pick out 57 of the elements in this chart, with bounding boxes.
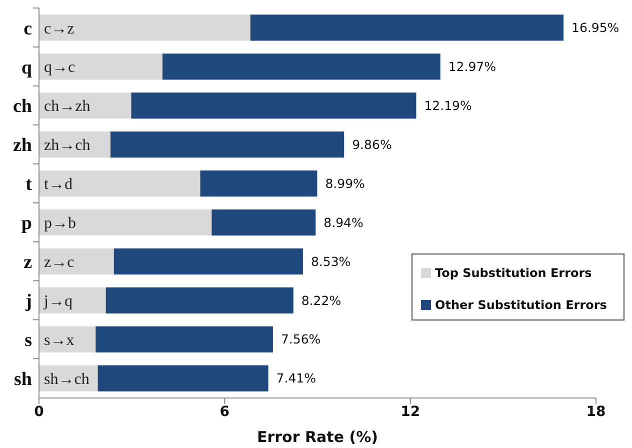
x-axis-title: Error Rate (%): [257, 428, 378, 446]
bar: [39, 92, 132, 119]
total-label: 7.56%: [280, 332, 321, 347]
bar: [39, 248, 114, 274]
total-label: 8.53%: [310, 254, 351, 269]
y-tick-label: s: [24, 330, 32, 352]
y-tick-label: z: [24, 252, 33, 274]
data-label: j→q: [43, 293, 72, 310]
bar: [39, 287, 106, 314]
bar: [98, 365, 268, 392]
data-label: s→x: [44, 332, 74, 349]
data-label: c→z: [44, 20, 74, 38]
legend-label: Other Substitution Errors: [435, 298, 607, 312]
data-label: z→c: [44, 254, 74, 272]
bar: [162, 54, 440, 80]
x-tick-label: 6: [220, 404, 230, 420]
bar: [39, 170, 200, 197]
bar: [39, 326, 96, 352]
total-label: 8.99%: [325, 176, 366, 191]
data-label: t→d: [44, 176, 72, 194]
bar: [39, 209, 212, 236]
data-label: sh→ch: [44, 370, 90, 388]
bar: [96, 326, 273, 352]
y-tick-label: t: [26, 174, 33, 196]
total-label: 16.95%: [572, 20, 620, 36]
total-label: 9.86%: [352, 136, 392, 152]
data-label: ch→zh: [44, 98, 90, 116]
x-tick-label: 0: [34, 404, 44, 420]
bar: [39, 14, 250, 41]
y-tick-label: q: [21, 57, 32, 78]
data-label: q→c: [44, 59, 76, 76]
bar: [200, 170, 318, 197]
total-label: 12.19%: [424, 98, 472, 113]
total-label: 8.22%: [301, 292, 342, 308]
total-label: 12.97%: [448, 59, 496, 74]
total-label: 7.41%: [276, 370, 316, 386]
bar: [106, 287, 294, 314]
data-label: p→b: [44, 215, 76, 232]
bar: [110, 132, 344, 158]
bar: [39, 132, 110, 158]
bar: [131, 92, 416, 119]
data-label: zh→ch: [44, 137, 90, 154]
y-tick-label: sh: [14, 368, 32, 390]
bar: [39, 54, 162, 80]
x-tick-label: 18: [586, 404, 606, 420]
y-tick-label: zh: [13, 135, 32, 156]
y-tick-label: j: [24, 291, 32, 312]
bar: [39, 365, 98, 392]
x-tick-label: 12: [400, 404, 420, 420]
bar: [114, 248, 303, 274]
legend-label: Top Substitution Errors: [435, 266, 592, 280]
y-tick-label: p: [21, 213, 32, 234]
bar: [250, 14, 564, 41]
y-tick-label: ch: [13, 96, 32, 118]
bar: [212, 209, 316, 236]
total-label: 8.94%: [324, 214, 364, 230]
y-tick-label: c: [24, 18, 32, 40]
